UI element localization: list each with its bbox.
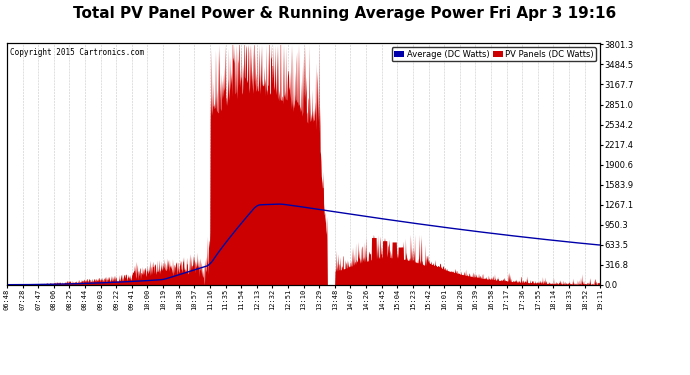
Text: Total PV Panel Power & Running Average Power Fri Apr 3 19:16: Total PV Panel Power & Running Average P…: [73, 6, 617, 21]
Legend: Average (DC Watts), PV Panels (DC Watts): Average (DC Watts), PV Panels (DC Watts): [391, 47, 596, 61]
Text: Copyright 2015 Cartronics.com: Copyright 2015 Cartronics.com: [10, 48, 144, 57]
